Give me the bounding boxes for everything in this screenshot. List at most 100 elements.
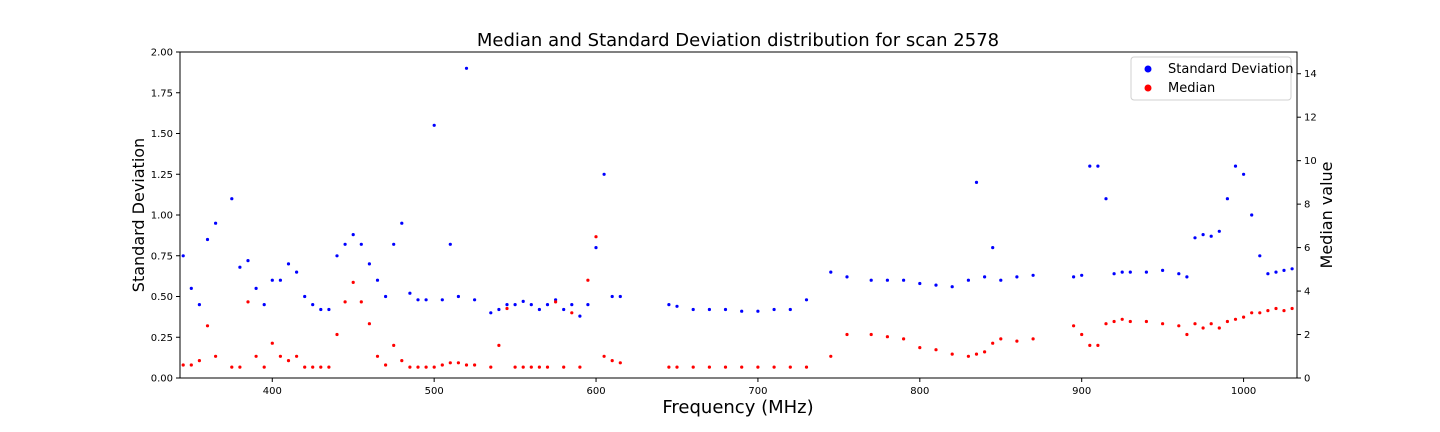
median-point: [335, 332, 339, 337]
std-point: [440, 298, 444, 302]
median-point: [545, 365, 550, 369]
legend-marker-std: [1144, 65, 1152, 73]
y-axis-right-title: Median value: [1317, 162, 1336, 269]
median-point: [845, 332, 849, 337]
std-point: [934, 283, 938, 287]
median-point: [1217, 326, 1221, 330]
std-point: [473, 298, 477, 302]
median-point: [1161, 322, 1165, 326]
y-right-tick-label: 12: [1304, 113, 1317, 124]
std-point: [189, 286, 193, 290]
y-left-tick-label: 0.00: [151, 374, 173, 385]
std-point: [1096, 164, 1100, 168]
std-point: [286, 262, 291, 266]
std-point: [918, 281, 922, 286]
std-point: [424, 298, 428, 302]
std-point: [1233, 164, 1238, 168]
median-point: [1193, 322, 1197, 326]
std-point: [983, 275, 987, 279]
median-point: [1266, 309, 1270, 313]
median-point: [205, 324, 210, 328]
std-point: [902, 278, 906, 282]
std-point: [311, 303, 315, 307]
std-point: [464, 66, 469, 70]
y-right-tick-label: 14: [1304, 69, 1317, 80]
std-point: [230, 197, 234, 201]
legend-marker-median: [1144, 84, 1152, 92]
median-point: [707, 365, 712, 369]
std-point: [1015, 275, 1019, 279]
std-point: [772, 307, 776, 312]
std-point: [1112, 272, 1116, 276]
std-point: [432, 123, 436, 127]
y-left-tick-label: 1.25: [151, 170, 173, 181]
std-point: [740, 309, 744, 313]
std-point: [392, 242, 396, 246]
series-median: [181, 235, 1294, 369]
median-point: [1282, 309, 1286, 313]
median-point: [416, 365, 420, 369]
std-point: [675, 304, 679, 308]
std-point: [610, 294, 614, 299]
std-point: [1217, 229, 1221, 233]
std-point: [327, 307, 331, 312]
median-point: [497, 343, 501, 347]
y-left-tick-label: 0.50: [151, 292, 173, 303]
std-point: [205, 237, 210, 242]
std-point: [521, 299, 525, 303]
median-point: [756, 365, 760, 369]
y-left-tick-label: 2.00: [151, 48, 173, 59]
std-point: [594, 246, 598, 250]
median-point: [885, 335, 890, 339]
median-point: [1225, 319, 1229, 324]
median-point: [214, 354, 218, 358]
y-right-tick-label: 2: [1304, 330, 1310, 341]
std-point: [400, 221, 404, 225]
x-tick-label: 1000: [1231, 386, 1256, 397]
median-point: [788, 365, 792, 369]
median-point: [667, 365, 671, 369]
median-point: [602, 354, 606, 358]
std-point: [1128, 270, 1132, 274]
median-point: [586, 278, 590, 282]
median-point: [1144, 319, 1148, 324]
median-point: [432, 365, 436, 369]
std-point: [1080, 273, 1084, 277]
median-point: [392, 343, 396, 347]
y-right-tick-label: 8: [1304, 200, 1310, 211]
median-point: [1096, 343, 1100, 347]
median-point: [384, 363, 388, 367]
std-point: [246, 259, 250, 263]
median-point: [181, 363, 185, 367]
std-point: [691, 307, 695, 312]
median-point: [505, 306, 509, 311]
median-point: [303, 365, 307, 369]
median-point: [772, 365, 776, 369]
median-point: [974, 352, 979, 356]
x-tick-label: 900: [1072, 386, 1091, 397]
median-point: [343, 300, 347, 304]
std-point: [950, 285, 954, 289]
std-point: [181, 254, 185, 258]
median-point: [440, 363, 444, 367]
std-point: [1282, 268, 1286, 272]
median-point: [327, 365, 331, 369]
y-axis-left: 0.00 0.25 0.50 0.75 1.00 1.25 1.50 1.75 2.00: [151, 48, 180, 385]
chart-title: Median and Standard Deviation distributi…: [477, 30, 999, 51]
std-point: [1290, 267, 1294, 271]
median-point: [1104, 322, 1108, 326]
std-point: [537, 307, 542, 312]
median-point: [230, 365, 234, 369]
x-tick-label: 500: [425, 386, 444, 397]
std-point: [278, 278, 282, 282]
median-point: [1128, 319, 1132, 324]
median-point: [691, 365, 695, 369]
x-tick-label: 400: [263, 386, 282, 397]
median-point: [934, 348, 938, 352]
std-point: [1161, 268, 1165, 272]
std-point: [1225, 197, 1229, 201]
std-point: [1266, 272, 1270, 276]
median-point: [1258, 311, 1262, 315]
median-point: [262, 365, 266, 369]
